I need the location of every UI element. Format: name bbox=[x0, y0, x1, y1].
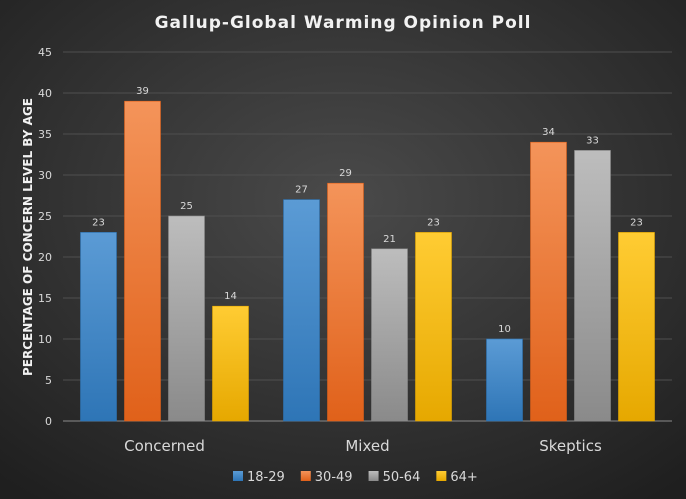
data-label: 23 bbox=[427, 217, 440, 228]
data-label: 14 bbox=[224, 291, 237, 302]
data-label: 39 bbox=[136, 86, 149, 97]
y-tick-label: 15 bbox=[38, 292, 52, 305]
y-tick-label: 0 bbox=[45, 415, 52, 428]
y-tick-label: 35 bbox=[38, 128, 52, 141]
legend-swatch bbox=[368, 471, 379, 481]
legend-swatch bbox=[436, 471, 447, 481]
legend-label: 64+ bbox=[450, 470, 477, 485]
bar-64+-Concerned bbox=[212, 305, 249, 422]
data-label: 29 bbox=[339, 168, 352, 179]
y-tick-label: 20 bbox=[38, 251, 52, 264]
x-tick-label: Concerned bbox=[124, 437, 205, 455]
data-label: 33 bbox=[586, 135, 599, 146]
data-label: 25 bbox=[180, 201, 193, 212]
bar-30-49-Skeptics bbox=[530, 141, 567, 422]
legend-label: 30-49 bbox=[315, 470, 353, 485]
bar-18-29-Skeptics bbox=[486, 338, 523, 422]
bar-50-64-Concerned bbox=[168, 215, 205, 422]
bar-30-49-Mixed bbox=[327, 182, 364, 422]
bar-64+-Mixed bbox=[415, 232, 452, 422]
bar-18-29-Mixed bbox=[283, 199, 320, 422]
x-tick-label: Skeptics bbox=[539, 437, 602, 455]
y-tick-label: 40 bbox=[38, 87, 52, 100]
legend-label: 50-64 bbox=[383, 470, 421, 485]
y-tick-label: 25 bbox=[38, 210, 52, 223]
bar-18-29-Concerned bbox=[80, 232, 117, 422]
data-label: 10 bbox=[498, 324, 511, 335]
data-label: 23 bbox=[92, 217, 105, 228]
bar-50-64-Mixed bbox=[371, 248, 408, 422]
y-tick-label: 30 bbox=[38, 169, 52, 182]
data-label: 23 bbox=[630, 217, 643, 228]
legend-swatch bbox=[233, 471, 243, 481]
data-label: 27 bbox=[295, 185, 308, 196]
legend-swatch bbox=[300, 471, 311, 481]
y-tick-label: 5 bbox=[45, 374, 52, 387]
bar-64+-Skeptics bbox=[618, 232, 655, 422]
y-axis-label: PERCENTAGE OF CONCERN LEVEL BY AGE bbox=[21, 98, 35, 376]
data-label: 34 bbox=[542, 127, 555, 138]
x-tick-label: Mixed bbox=[345, 437, 389, 455]
legend-label: 18-29 bbox=[247, 470, 285, 485]
y-tick-label: 45 bbox=[38, 46, 52, 59]
chart-title: Gallup-Global Warming Opinion Poll bbox=[155, 13, 532, 33]
data-label: 21 bbox=[383, 234, 396, 245]
bar-30-49-Concerned bbox=[124, 100, 161, 422]
y-tick-label: 10 bbox=[38, 333, 52, 346]
bar-50-64-Skeptics bbox=[574, 150, 611, 422]
